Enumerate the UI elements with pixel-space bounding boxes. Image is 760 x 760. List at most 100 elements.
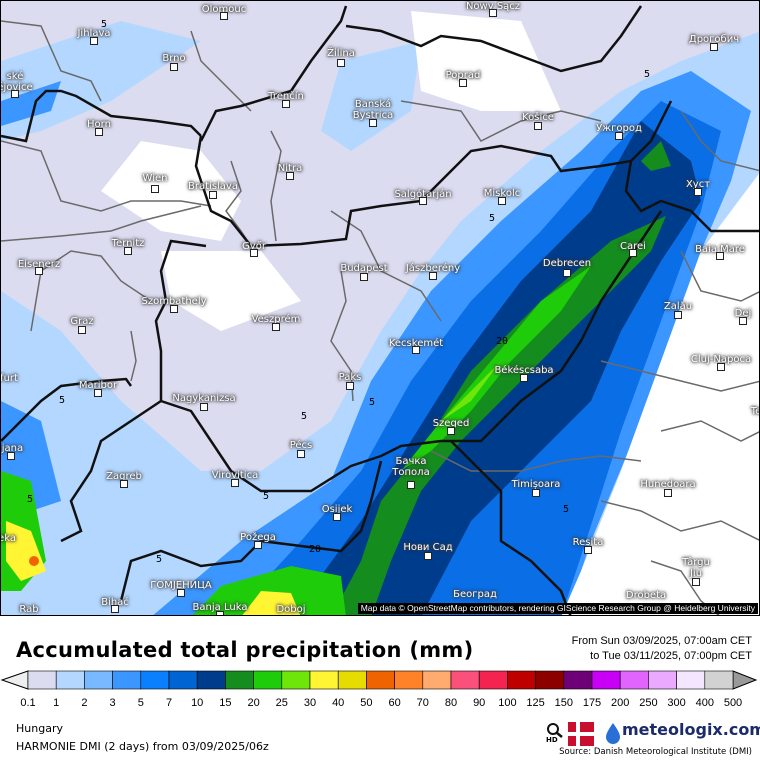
legend-swatch [507,670,536,690]
city-marker [7,452,15,460]
city-marker [297,450,305,458]
legend-label: 60 [388,697,401,709]
city-label: Jihlava [77,28,111,39]
city-label: Virovitica [211,470,259,481]
city-label: Ternitz [111,238,145,249]
city-label: Budapest [340,263,388,274]
city-label: Požega [240,532,276,543]
legend-label: 3 [109,697,116,709]
city-label: Trenčín [268,91,304,102]
city-marker [489,9,497,17]
precip-area-yellow [6,521,301,615]
city-label: Rab [19,604,39,615]
map-attribution: Map data © OpenStreetMap contributors, r… [357,603,758,614]
city-label: Zagreb [106,471,142,482]
city-label: Nowy Sącz [465,1,521,12]
hd-zoom-button[interactable]: HD [545,722,565,746]
city-marker [286,172,294,180]
city-marker [629,249,637,257]
city-marker [716,252,724,260]
contour-label: 5 [489,213,496,224]
city-label: Košice [522,112,554,123]
city-marker [120,480,128,488]
legend-swatch [563,670,593,690]
legend-swatch [450,670,480,690]
city-marker [584,546,592,554]
legend-label: 20 [247,697,260,709]
country-borders [1,5,759,615]
map-layers [1,1,759,615]
legend-label: 80 [444,697,458,709]
city-label: Paks [338,372,362,383]
precip-area-lime [441,361,501,421]
city-marker [739,317,747,325]
city-marker [170,63,178,71]
precipitation-map[interactable]: Olomouc Jihlava Brno ské ějovice Žilina Trenčí… [0,0,760,616]
city-marker [90,37,98,45]
city-label: Târgu Jiu [682,557,710,579]
legend-swatch [55,670,85,690]
legend-under-arrow [0,670,29,690]
legend-swatch [619,670,649,690]
city-label: Miskolc [483,188,521,199]
legend-swatch [84,670,113,690]
legend-label: 15 [219,697,232,709]
region-name: Hungary [16,722,63,735]
city-label: Győr [242,241,266,252]
legend-label: 1 [53,697,60,709]
contour-label: 5 [27,494,34,505]
city-label: Ужгород [596,123,642,134]
legend-label: 10 [191,697,204,709]
city-label: Baia Mare [695,244,745,255]
legend-label: 5 [137,697,144,709]
city-marker [498,197,506,205]
contour-label: 5 [101,19,108,30]
legend-label: 250 [639,697,658,709]
contour-label: 20 [309,544,322,555]
city-marker [615,132,623,140]
city-label: Нови Сад [403,542,453,553]
city-marker [78,326,86,334]
city-label: Kecskemét [388,338,444,349]
city-label: Bratislava [188,181,238,192]
city-label: Salgótarján [394,189,452,200]
city-label: Timișoara [511,479,561,490]
city-marker [346,382,354,390]
city-label: Хуст [685,179,711,190]
legend-label: 125 [526,697,545,709]
city-label: Carei [620,241,646,252]
city-marker [231,479,239,487]
city-label: Graz [70,316,94,327]
city-marker [95,128,103,136]
legend-swatch [309,670,339,690]
city-marker [209,191,217,199]
legend-swatch [225,670,254,690]
legend-swatch [366,670,395,690]
city-label: Brno [162,53,186,64]
city-marker [424,552,432,560]
period-to: to Tue 03/11/2025, 07:00pm CET [590,650,752,662]
city-marker [177,589,185,597]
city-label: Zalău [663,301,693,312]
legend-swatch [591,670,621,690]
city-label: Veszprém [251,314,301,325]
legend-swatch [168,670,198,690]
legend-swatch [704,670,734,690]
legend-label: 50 [360,697,373,709]
model-info: HARMONIE DMI (2 days) from 03/09/2025/06… [16,740,269,753]
chart-title: Accumulated total precipitation (mm) [16,638,474,662]
city-marker [360,273,368,281]
city-label: eka [1,533,16,544]
city-marker [694,188,702,196]
brand-link[interactable]: meteologix.com [622,720,760,739]
city-marker [254,541,262,549]
contour-label: 5 [301,411,308,422]
city-label: Cluj-Napoca [690,354,752,365]
city-label: Nagykanizsa [172,393,236,404]
legend-label: 40 [332,697,345,709]
city-label: Pécs [289,440,313,451]
city-label: Olomouc [201,4,247,15]
city-label: Banská Bystrica [352,99,394,121]
legend-swatch [140,670,170,690]
precip-spot-orange [29,556,39,566]
